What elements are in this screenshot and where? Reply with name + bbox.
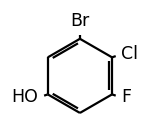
Text: Br: Br [70, 12, 90, 30]
Text: Cl: Cl [121, 45, 138, 63]
Text: HO: HO [12, 88, 38, 107]
Text: F: F [121, 88, 131, 107]
